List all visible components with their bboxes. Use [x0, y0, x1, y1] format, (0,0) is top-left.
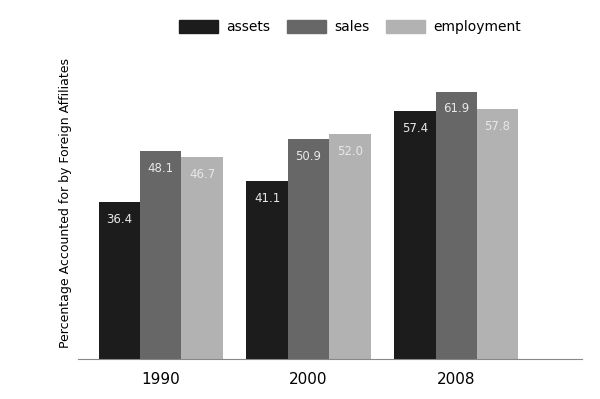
Bar	[394, 111, 436, 359]
Text: 41.1: 41.1	[254, 192, 280, 205]
Text: 57.8: 57.8	[485, 120, 511, 133]
Text: 57.4: 57.4	[402, 122, 428, 135]
Bar	[98, 202, 140, 359]
Text: 50.9: 50.9	[295, 150, 322, 163]
Bar	[436, 91, 477, 359]
Bar	[288, 139, 329, 359]
Text: 52.0: 52.0	[337, 145, 363, 158]
Bar	[247, 182, 288, 359]
Text: 46.7: 46.7	[189, 168, 215, 181]
Bar	[329, 134, 371, 359]
Text: 48.1: 48.1	[148, 162, 173, 175]
Y-axis label: Percentage Accounted for by Foreign Affiliates: Percentage Accounted for by Foreign Affi…	[59, 59, 73, 348]
Bar	[140, 151, 181, 359]
Text: 36.4: 36.4	[106, 213, 132, 225]
Bar	[477, 109, 518, 359]
Legend: assets, sales, employment: assets, sales, employment	[173, 14, 527, 40]
Text: 61.9: 61.9	[443, 103, 469, 115]
Bar	[181, 157, 223, 359]
